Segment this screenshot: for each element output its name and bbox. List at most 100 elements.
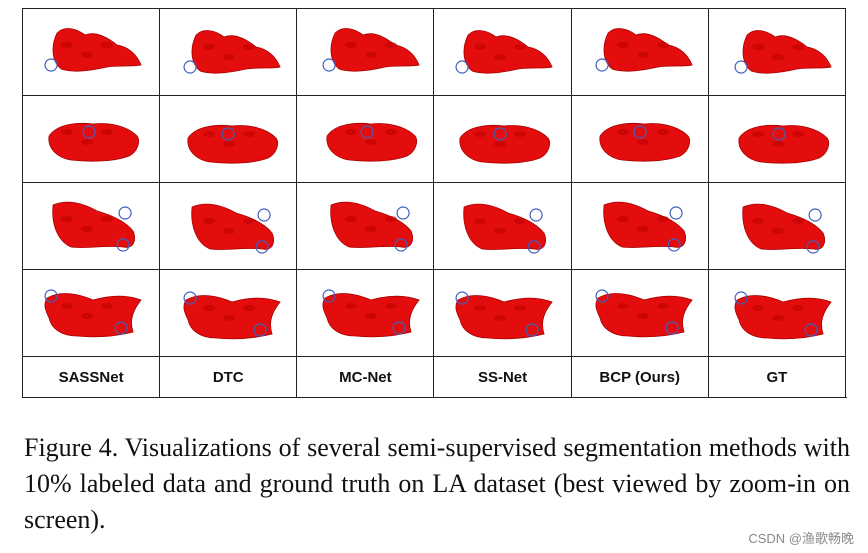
- surface-texture: [101, 129, 114, 135]
- surface-texture: [61, 129, 74, 135]
- surface-texture: [101, 42, 114, 48]
- left-atrium-segmentation: [52, 28, 142, 72]
- watermark: CSDN @渔歌畅晚: [748, 531, 854, 546]
- left-atrium-segmentation: [52, 201, 136, 248]
- surface-texture: [791, 131, 804, 137]
- surface-texture: [365, 52, 378, 58]
- highlight-circle: [118, 206, 132, 220]
- figure-caption: Figure 4. Visualizations of several semi…: [24, 433, 850, 534]
- surface-texture: [494, 141, 507, 147]
- figure-cell: [296, 182, 435, 270]
- figure-cell: [707, 8, 847, 96]
- surface-texture: [81, 313, 94, 319]
- figure-cell: [433, 95, 572, 183]
- surface-texture: [616, 129, 629, 135]
- segmentation-render: [602, 201, 686, 252]
- surface-texture: [385, 129, 398, 135]
- surface-texture: [474, 131, 487, 137]
- segmentation-render: [44, 28, 142, 72]
- surface-texture: [345, 303, 358, 309]
- figure-cell: [21, 95, 161, 183]
- figure-cell: [707, 182, 847, 270]
- figure-cell: [570, 8, 709, 96]
- highlight-circle: [183, 60, 197, 74]
- method-label: GT: [707, 356, 847, 398]
- figure-cell: [296, 95, 435, 183]
- figure-cell: [159, 269, 298, 357]
- left-atrium-segmentation: [602, 201, 686, 248]
- segmentation-render: [326, 122, 418, 162]
- highlight-circle: [804, 323, 818, 337]
- surface-texture: [751, 44, 764, 50]
- figure-cell: [159, 182, 298, 270]
- highlight-circle: [253, 323, 267, 337]
- surface-texture: [656, 216, 669, 222]
- surface-texture: [494, 315, 507, 321]
- surface-texture: [243, 305, 256, 311]
- segmentation-render: [191, 203, 275, 254]
- figure-cell: [21, 8, 161, 96]
- highlight-circle: [667, 238, 681, 252]
- highlight-circle: [493, 127, 508, 141]
- surface-texture: [771, 141, 784, 147]
- surface-texture: [751, 131, 764, 137]
- left-atrium-segmentation: [330, 201, 414, 248]
- left-atrium-segmentation: [330, 28, 420, 72]
- surface-texture: [474, 218, 487, 224]
- highlight-circle: [257, 208, 271, 222]
- left-atrium-segmentation: [191, 203, 275, 250]
- surface-texture: [514, 305, 527, 311]
- segmentation-render: [48, 122, 140, 162]
- segmentation-render: [330, 201, 414, 252]
- figure-cell: [433, 269, 572, 357]
- surface-texture: [751, 305, 764, 311]
- surface-texture: [101, 216, 114, 222]
- segmentation-render: [595, 289, 693, 338]
- surface-texture: [203, 305, 216, 311]
- highlight-circle: [734, 60, 748, 74]
- surface-texture: [474, 44, 487, 50]
- surface-texture: [514, 44, 527, 50]
- surface-texture: [81, 226, 94, 232]
- surface-texture: [636, 313, 649, 319]
- figure-grid: SASSNet DTC MC-Net SS-Net BCP (Ours) GT: [21, 8, 847, 398]
- surface-texture: [616, 42, 629, 48]
- highlight-circle: [360, 125, 374, 139]
- surface-texture: [243, 44, 256, 50]
- segmentation-render: [52, 201, 136, 252]
- segmentation-render: [599, 122, 690, 162]
- surface-texture: [101, 303, 114, 309]
- highlight-circle: [633, 125, 647, 139]
- figure-cell: [21, 182, 161, 270]
- surface-texture: [514, 131, 527, 137]
- figure-row: [21, 95, 847, 183]
- surface-texture: [223, 141, 236, 147]
- highlight-circle: [322, 289, 336, 303]
- segmentation-render: [455, 30, 554, 74]
- figure-cell: [296, 269, 435, 357]
- highlight-circle: [455, 291, 470, 305]
- highlight-circle: [455, 60, 470, 74]
- surface-texture: [791, 305, 804, 311]
- surface-texture: [771, 228, 784, 234]
- segmentation-render: [44, 289, 142, 338]
- segmentation-render: [187, 124, 279, 164]
- surface-texture: [203, 44, 216, 50]
- surface-texture: [791, 44, 804, 50]
- segmentation-render: [738, 124, 829, 164]
- surface-texture: [656, 303, 669, 309]
- highlight-circle: [114, 321, 128, 335]
- surface-texture: [81, 52, 94, 58]
- left-atrium-segmentation: [464, 30, 554, 74]
- highlight-circle: [396, 206, 410, 220]
- surface-texture: [223, 228, 236, 234]
- figure-cell: [433, 182, 572, 270]
- highlight-circle: [221, 127, 235, 141]
- figure-row: [21, 8, 847, 96]
- surface-texture: [636, 226, 649, 232]
- surface-texture: [223, 54, 236, 60]
- figure-cell: [707, 269, 847, 357]
- left-atrium-segmentation: [191, 30, 281, 74]
- figure-cell: [570, 95, 709, 183]
- segmentation-render: [459, 124, 551, 164]
